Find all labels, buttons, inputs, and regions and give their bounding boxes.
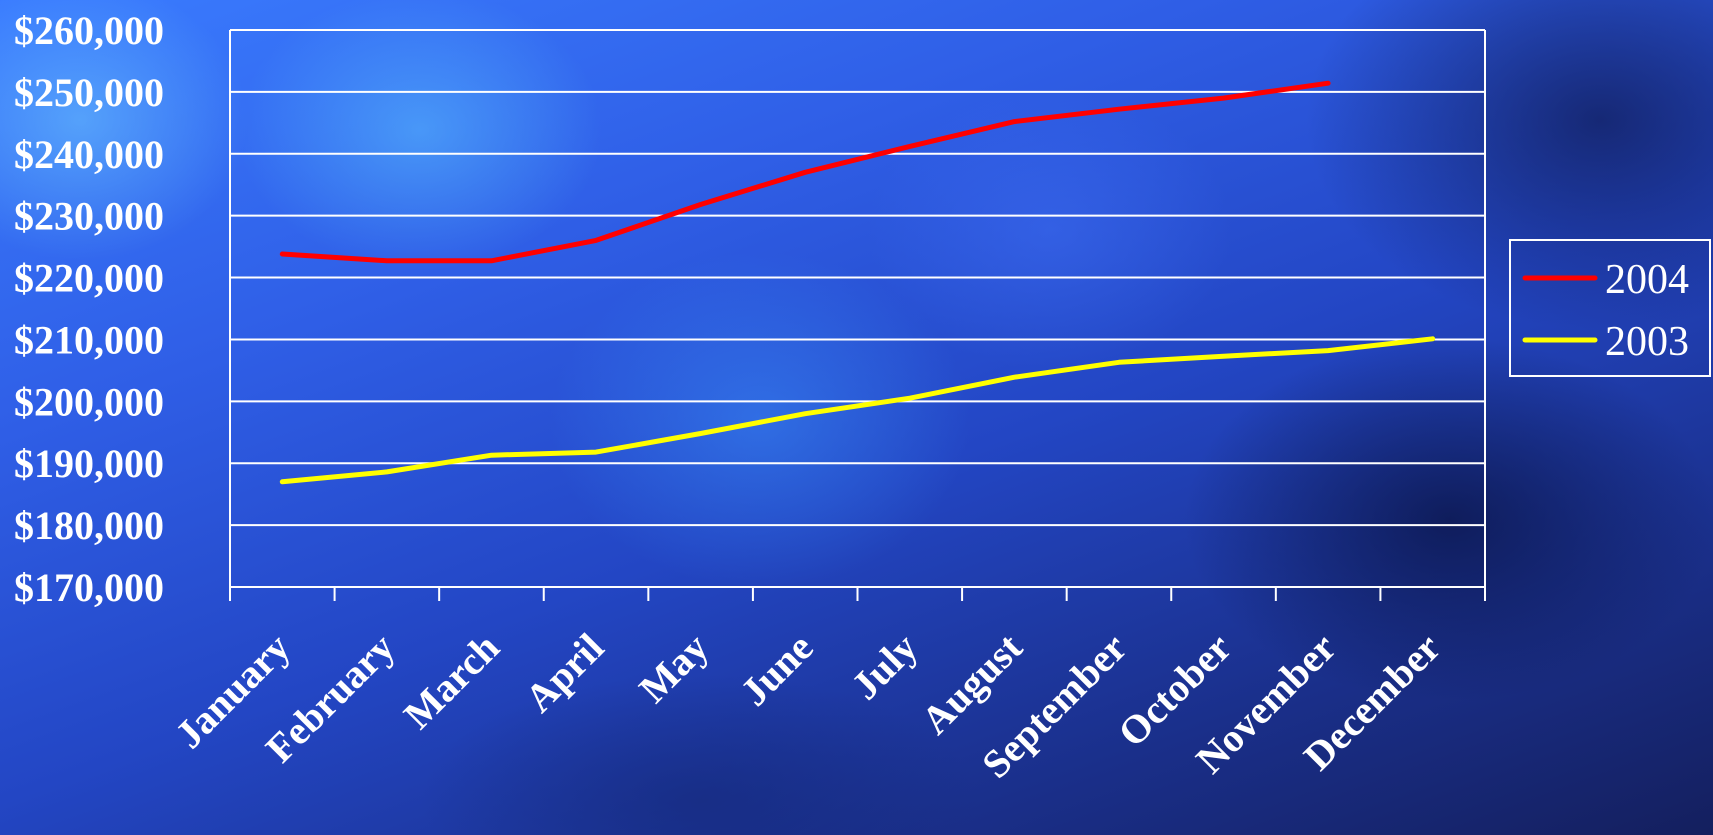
x-tick-label: May (630, 625, 717, 712)
series-line-2003 (279, 336, 1436, 485)
y-tick-label: $170,000 (14, 565, 164, 610)
x-tick-label: July (842, 625, 926, 709)
y-tick-label: $200,000 (14, 379, 164, 424)
x-tick-label: June (732, 625, 822, 715)
y-tick-label: $230,000 (14, 194, 164, 239)
legend: 2004 2003 (1509, 239, 1711, 377)
y-tick-label: $210,000 (14, 317, 164, 362)
axes (229, 30, 1486, 601)
x-tick-label: March (395, 625, 508, 738)
legend-label: 2003 (1605, 319, 1689, 365)
series-line-2004 (279, 80, 1331, 264)
y-tick-label: $180,000 (14, 503, 164, 548)
y-axis-tick-labels: $170,000 $180,000 $190,000 $200,000 $210,000… (14, 8, 164, 610)
legend-box (1509, 239, 1711, 377)
y-tick-label: $240,000 (14, 132, 164, 177)
y-tick-label: $220,000 (14, 256, 164, 301)
x-tick-label: April (516, 625, 612, 721)
gridlines (230, 29, 1485, 527)
legend-label: 2004 (1605, 257, 1689, 303)
y-tick-label: $250,000 (14, 70, 164, 115)
series-lines (279, 80, 1436, 485)
y-tick-label: $190,000 (14, 441, 164, 486)
y-tick-label: $260,000 (14, 8, 164, 53)
